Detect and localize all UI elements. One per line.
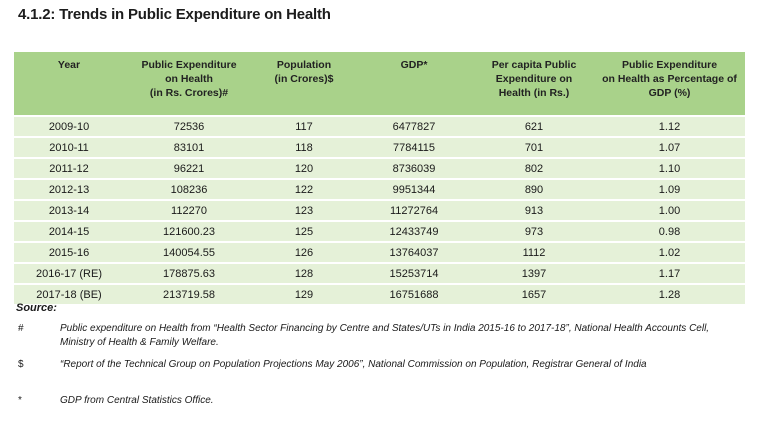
cell-percent-gdp: 0.98	[594, 220, 745, 242]
cell-population: 122	[254, 178, 354, 200]
cell-population: 123	[254, 199, 354, 221]
cell-population: 117	[254, 115, 354, 137]
cell-year: 2012-13	[14, 178, 124, 200]
note-symbol: *	[18, 395, 22, 406]
cell-population: 129	[254, 283, 354, 304]
cell-population: 118	[254, 136, 354, 158]
header-public-expenditure: Public Expenditure on Health (in Rs. Crore…	[124, 52, 254, 116]
cell-public-expenditure: 121600.23	[124, 220, 254, 242]
cell-gdp: 13764037	[354, 241, 474, 263]
cell-year: 2009-10	[14, 115, 124, 137]
cell-percent-gdp: 1.12	[594, 115, 745, 137]
cell-per-capita: 913	[474, 199, 594, 221]
cell-public-expenditure: 72536	[124, 115, 254, 137]
cell-gdp: 11272764	[354, 199, 474, 221]
expenditure-table-container: Year Public Expenditure on Health (in Rs. …	[14, 52, 745, 304]
table-header-row: Year Public Expenditure on Health (in Rs. …	[14, 52, 745, 116]
table-row: 2016-17 (RE) 178875.63 128 15253714 1397 1.17	[14, 262, 745, 284]
header-per-capita: Per capita Public Expenditure on Health (i…	[474, 52, 594, 116]
source-label: Source:	[16, 302, 57, 314]
cell-year: 2015-16	[14, 241, 124, 263]
cell-gdp: 6477827	[354, 115, 474, 137]
table-row: 2013-14 112270 123 11272764 913 1.00	[14, 199, 745, 221]
cell-year: 2010-11	[14, 136, 124, 158]
cell-percent-gdp: 1.02	[594, 241, 745, 263]
cell-percent-gdp: 1.10	[594, 157, 745, 179]
cell-gdp: 16751688	[354, 283, 474, 304]
page-title: 4.1.2: Trends in Public Expenditure on H…	[18, 6, 331, 23]
cell-gdp: 15253714	[354, 262, 474, 284]
table-row: 2014-15 121600.23 125 12433749 973 0.98	[14, 220, 745, 242]
expenditure-table: Year Public Expenditure on Health (in Rs. …	[14, 52, 745, 304]
header-gdp: GDP*	[354, 52, 474, 116]
header-percent-gdp: Public Expenditure on Health as Percentag…	[594, 52, 745, 116]
cell-population: 126	[254, 241, 354, 263]
cell-public-expenditure: 96221	[124, 157, 254, 179]
note-text: Public expenditure on Health from “Healt…	[60, 323, 710, 348]
cell-public-expenditure: 178875.63	[124, 262, 254, 284]
cell-public-expenditure: 83101	[124, 136, 254, 158]
cell-per-capita: 621	[474, 115, 594, 137]
cell-year: 2016-17 (RE)	[14, 262, 124, 284]
cell-per-capita: 1397	[474, 262, 594, 284]
cell-public-expenditure: 108236	[124, 178, 254, 200]
cell-gdp: 7784115	[354, 136, 474, 158]
cell-per-capita: 890	[474, 178, 594, 200]
cell-population: 120	[254, 157, 354, 179]
table-row: 2010-11 83101 118 7784115 701 1.07	[14, 136, 745, 158]
cell-per-capita: 1112	[474, 241, 594, 263]
cell-gdp: 8736039	[354, 157, 474, 179]
cell-gdp: 9951344	[354, 178, 474, 200]
table-body: 2009-10 72536 117 6477827 621 1.12 2010-11 8310…	[14, 115, 745, 304]
cell-per-capita: 701	[474, 136, 594, 158]
table-row: 2012-13 108236 122 9951344 890 1.09	[14, 178, 745, 200]
cell-population: 128	[254, 262, 354, 284]
table-row: 2011-12 96221 120 8736039 802 1.10	[14, 157, 745, 179]
cell-per-capita: 802	[474, 157, 594, 179]
cell-percent-gdp: 1.17	[594, 262, 745, 284]
cell-percent-gdp: 1.28	[594, 283, 745, 304]
cell-per-capita: 973	[474, 220, 594, 242]
cell-public-expenditure: 140054.55	[124, 241, 254, 263]
cell-population: 125	[254, 220, 354, 242]
header-year: Year	[14, 52, 124, 116]
table-row: 2015-16 140054.55 126 13764037 1112 1.02	[14, 241, 745, 263]
cell-public-expenditure: 213719.58	[124, 283, 254, 304]
cell-gdp: 12433749	[354, 220, 474, 242]
cell-percent-gdp: 1.07	[594, 136, 745, 158]
table-row: 2017-18 (BE) 213719.58 129 16751688 1657 1.28	[14, 283, 745, 304]
cell-year: 2014-15	[14, 220, 124, 242]
cell-per-capita: 1657	[474, 283, 594, 304]
cell-percent-gdp: 1.09	[594, 178, 745, 200]
table-row: 2009-10 72536 117 6477827 621 1.12	[14, 115, 745, 137]
cell-percent-gdp: 1.00	[594, 199, 745, 221]
cell-year: 2013-14	[14, 199, 124, 221]
note-symbol: $	[18, 359, 24, 370]
header-population: Population (in Crores)$	[254, 52, 354, 116]
note-symbol: #	[18, 323, 24, 334]
note-text: “Report of the Technical Group on Popula…	[60, 359, 647, 370]
cell-public-expenditure: 112270	[124, 199, 254, 221]
cell-year: 2017-18 (BE)	[14, 283, 124, 304]
note-text: GDP from Central Statistics Office.	[60, 395, 214, 406]
cell-year: 2011-12	[14, 157, 124, 179]
